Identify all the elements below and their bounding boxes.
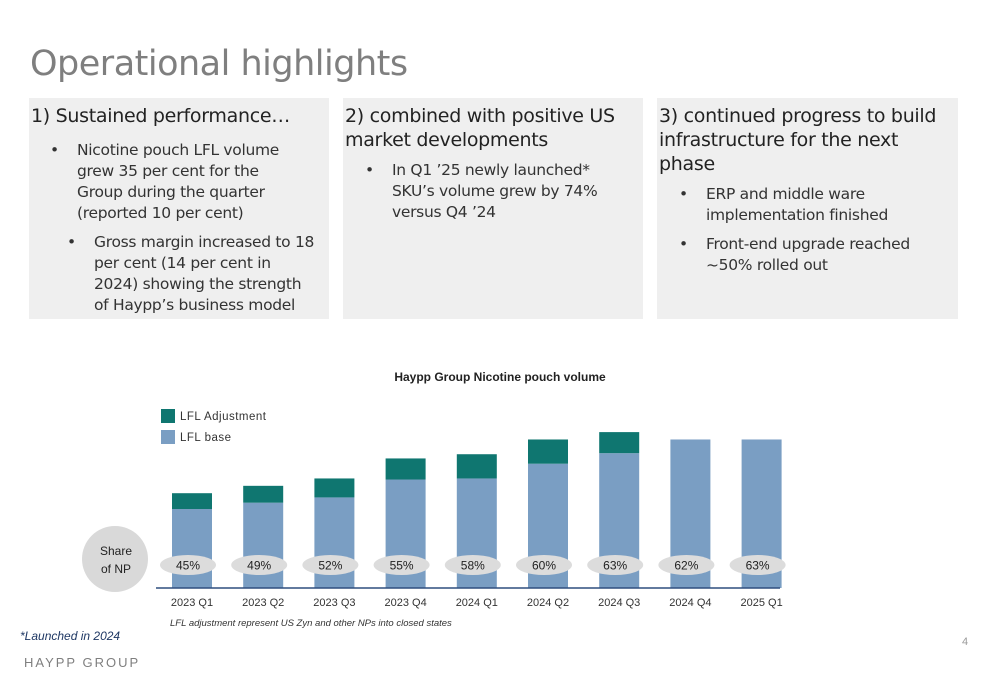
share-value-label: 63% — [746, 559, 770, 573]
share-value-label: 63% — [603, 559, 627, 573]
box-heading: 3) continued progress to build infrastru… — [659, 105, 937, 175]
bar-lfl-adjustment — [599, 432, 640, 454]
x-tick-label: 2024 Q2 — [527, 597, 569, 609]
x-tick-label: 2025 Q1 — [740, 597, 782, 609]
share-pill — [373, 555, 430, 575]
launched-note: *Launched in 2024 — [20, 629, 121, 643]
share-pill — [160, 555, 216, 575]
bar-lfl-adjustment — [314, 478, 355, 498]
highlight-box-infrastructure: 3) continued progress to build infrastru… — [657, 98, 958, 319]
page-number: 4 — [962, 636, 969, 648]
legend-swatch — [161, 430, 175, 444]
bullet-item: Gross margin increased to 18 per cent (1… — [67, 232, 319, 316]
share-pill — [231, 555, 288, 575]
highlight-box-performance: 1) Sustained performance… Nicotine pouch… — [29, 98, 329, 319]
share-pill — [302, 555, 359, 575]
bullet-item: In Q1 ’25 newly launched* SKU’s volume g… — [365, 160, 632, 223]
legend-label: LFL Adjustment — [180, 411, 267, 423]
bar-lfl-base — [172, 509, 212, 588]
brand-logo-text: HAYPP GROUP — [24, 655, 141, 670]
highlight-box-us-market: 2) combined with positive US market deve… — [343, 98, 643, 319]
share-value-label: 55% — [390, 559, 414, 573]
legend-swatch — [161, 409, 175, 423]
x-tick-label: 2023 Q1 — [171, 597, 213, 609]
box-heading: 1) Sustained performance… — [31, 105, 290, 127]
share-label-line: of NP — [101, 562, 131, 576]
share-pill — [729, 555, 786, 575]
legend-label: LFL base — [180, 432, 232, 444]
x-tick-label: 2023 Q2 — [242, 597, 284, 609]
share-value-label: 49% — [247, 559, 271, 573]
x-tick-label: 2023 Q3 — [313, 597, 355, 609]
x-tick-label: 2024 Q4 — [669, 597, 711, 609]
bar-lfl-base — [243, 502, 284, 588]
bar-lfl-adjustment — [172, 493, 212, 509]
bullet-item: ERP and middle ware implementation finis… — [679, 184, 946, 226]
share-pill — [658, 555, 715, 575]
share-label-line: Share — [100, 544, 132, 558]
share-pill — [516, 555, 572, 575]
x-tick-label: 2024 Q1 — [456, 597, 498, 609]
chart-title: Haypp Group Nicotine pouch volume — [394, 370, 606, 384]
chart-footnote: LFL adjustment represent US Zyn and othe… — [170, 618, 452, 629]
share-value-label: 52% — [318, 559, 342, 573]
share-pill — [444, 555, 501, 575]
bar-lfl-adjustment — [243, 485, 284, 503]
x-tick-label: 2023 Q4 — [384, 597, 426, 609]
bar-lfl-adjustment — [456, 454, 497, 479]
share-value-label: 62% — [674, 559, 698, 573]
share-value-label: 60% — [532, 559, 556, 573]
bar-lfl-adjustment — [528, 439, 568, 464]
bullet-item: Front-end upgrade reached ~50% rolled ou… — [679, 234, 946, 276]
x-tick-label: 2024 Q3 — [598, 597, 640, 609]
share-value-label: 58% — [461, 559, 485, 573]
share-value-label: 45% — [176, 559, 200, 573]
bullet-item: Nicotine pouch LFL volume grew 35 per ce… — [50, 140, 302, 224]
share-circle — [82, 526, 148, 592]
bar-lfl-adjustment — [385, 458, 426, 480]
share-pill — [587, 555, 644, 575]
page-title: Operational highlights — [30, 44, 408, 84]
box-heading: 2) combined with positive US market deve… — [345, 105, 615, 151]
